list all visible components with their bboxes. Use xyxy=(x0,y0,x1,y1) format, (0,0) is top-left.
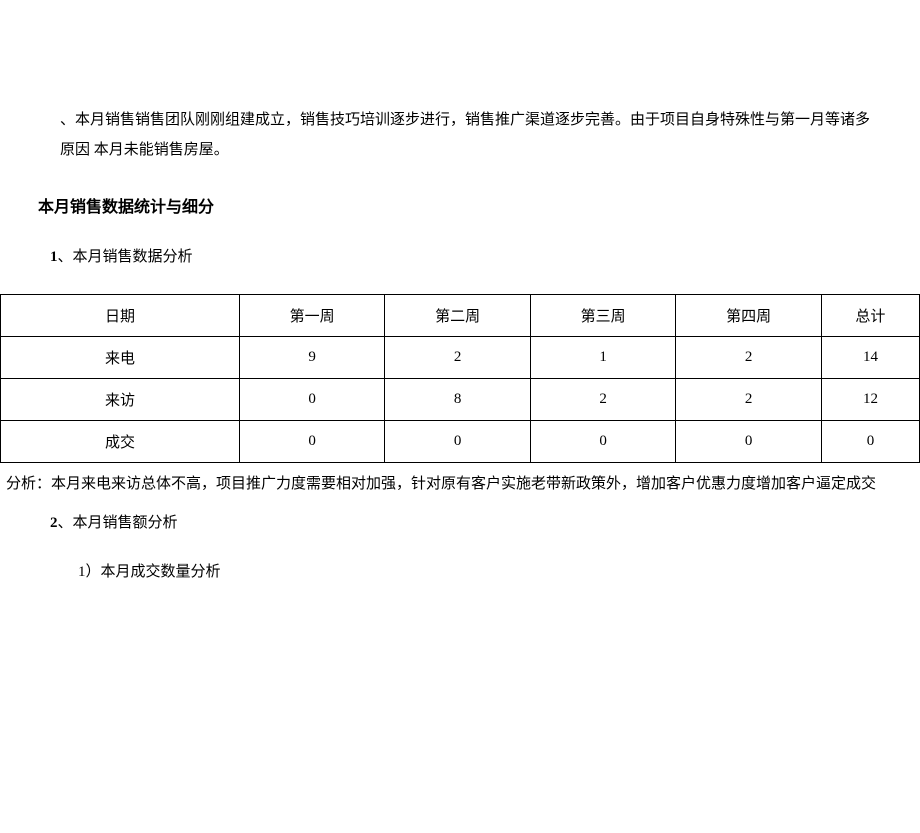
table-cell: 0 xyxy=(239,421,384,463)
table-cell: 0 xyxy=(239,379,384,421)
table-header-cell: 日期 xyxy=(1,295,240,337)
table-cell: 9 xyxy=(239,337,384,379)
item-2-number: 2 xyxy=(50,515,58,531)
table-header-cell: 第一周 xyxy=(239,295,384,337)
item-2-separator: 、 xyxy=(58,515,73,531)
sales-data-table: 日期 第一周 第二周 第三周 第四周 总计 来电 9 2 1 2 14 来访 0… xyxy=(0,294,920,463)
item-2: 2、本月销售额分析 xyxy=(0,511,920,532)
analysis-text: 分析：本月来电来访总体不高，项目推广力度需要相对加强，针对原有客户实施老带新政策… xyxy=(6,476,876,492)
section-title: 本月销售数据统计与细分 xyxy=(0,193,920,217)
item-1: 1、本月销售数据分析 xyxy=(0,245,920,266)
table-cell: 2 xyxy=(676,337,821,379)
table-header-cell: 第二周 xyxy=(385,295,530,337)
table-cell: 0 xyxy=(385,421,530,463)
table-header-cell: 第四周 xyxy=(676,295,821,337)
table-cell: 2 xyxy=(385,337,530,379)
table-cell: 成交 xyxy=(1,421,240,463)
table-cell: 0 xyxy=(821,421,919,463)
table-cell: 来访 xyxy=(1,379,240,421)
table-cell: 2 xyxy=(676,379,821,421)
intro-text: 、本月销售销售团队刚刚组建成立，销售技巧培训逐步进行，销售推广渠道逐步完善。由于… xyxy=(60,112,870,158)
table-row: 成交 0 0 0 0 0 xyxy=(1,421,920,463)
table-cell: 8 xyxy=(385,379,530,421)
subitem-text: 1）本月成交数量分析 xyxy=(78,564,221,580)
analysis-paragraph: 分析：本月来电来访总体不高，项目推广力度需要相对加强，针对原有客户实施老带新政策… xyxy=(0,469,920,499)
table-row: 来访 0 8 2 2 12 xyxy=(1,379,920,421)
table-cell: 2 xyxy=(530,379,675,421)
table-cell: 1 xyxy=(530,337,675,379)
table-cell: 来电 xyxy=(1,337,240,379)
table-cell: 14 xyxy=(821,337,919,379)
intro-paragraph: 、本月销售销售团队刚刚组建成立，销售技巧培训逐步进行，销售推广渠道逐步完善。由于… xyxy=(0,105,920,165)
table-cell: 0 xyxy=(530,421,675,463)
table-cell: 0 xyxy=(676,421,821,463)
item-1-separator: 、 xyxy=(58,249,73,265)
subitem-1: 1）本月成交数量分析 xyxy=(0,560,920,581)
table-cell: 12 xyxy=(821,379,919,421)
item-2-label: 本月销售额分析 xyxy=(73,515,178,531)
table-header-row: 日期 第一周 第二周 第三周 第四周 总计 xyxy=(1,295,920,337)
item-1-number: 1 xyxy=(50,249,58,265)
table-row: 来电 9 2 1 2 14 xyxy=(1,337,920,379)
section-title-text: 本月销售数据统计与细分 xyxy=(38,199,214,216)
table-header-cell: 第三周 xyxy=(530,295,675,337)
table-header-cell: 总计 xyxy=(821,295,919,337)
item-1-label: 本月销售数据分析 xyxy=(73,249,193,265)
